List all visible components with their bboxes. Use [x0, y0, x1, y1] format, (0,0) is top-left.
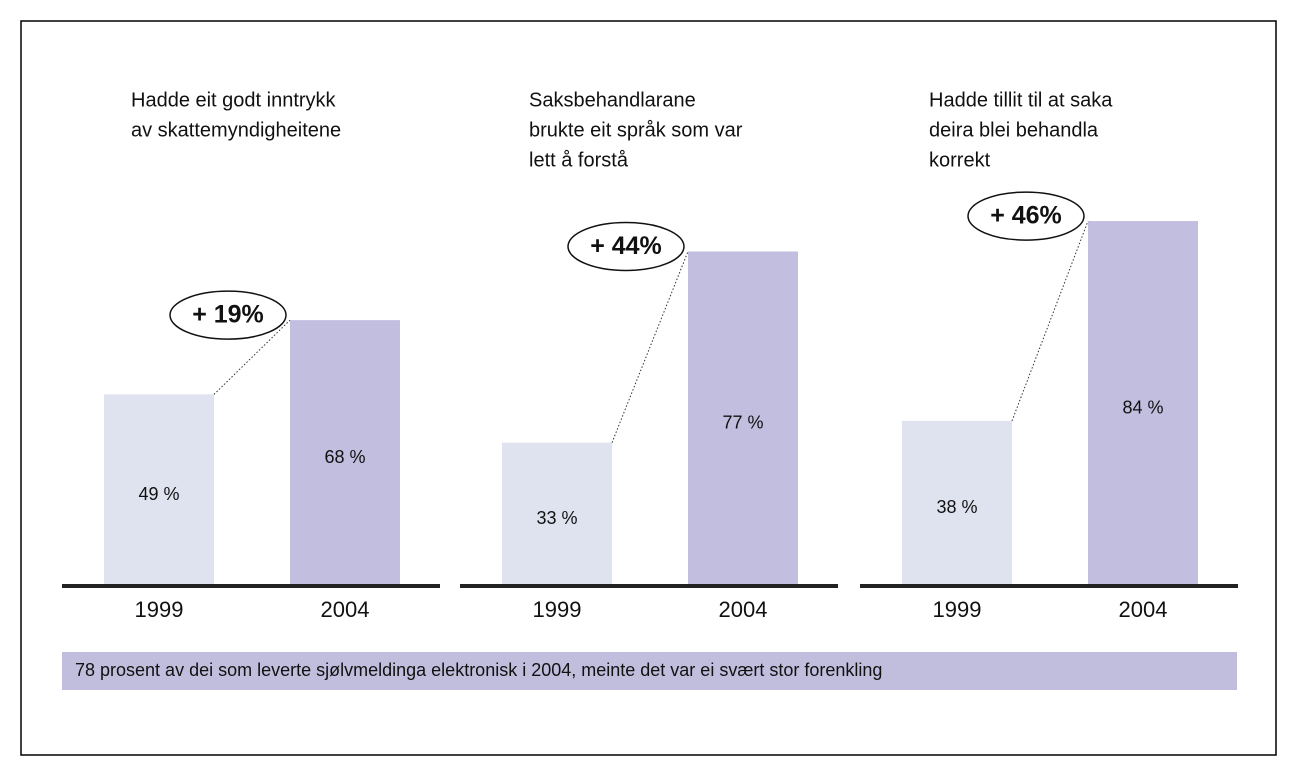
value-label: 33 %: [536, 508, 577, 528]
chart-title: Saksbehandlarane: [529, 89, 696, 111]
frame: [20, 20, 1277, 756]
bar: [290, 320, 400, 586]
footer-text: 78 prosent av dei som leverte sjølvmeldi…: [75, 660, 882, 680]
chart-title: av skattemyndigheitene: [131, 119, 341, 141]
annotation: + 19%: [192, 301, 264, 329]
footer-band: [62, 652, 1237, 690]
value-label: 77 %: [722, 412, 763, 432]
x-tick-label: 2004: [719, 597, 768, 622]
bar: [104, 394, 214, 586]
chart-title: Hadde eit godt inntrykk: [131, 89, 337, 111]
x-tick-label: 1999: [135, 597, 184, 622]
chart-title: deira blei behandla: [929, 119, 1099, 141]
x-tick-label: 2004: [1119, 597, 1168, 622]
value-label: 84 %: [1122, 397, 1163, 417]
bar: [1088, 221, 1198, 587]
bar: [902, 420, 1012, 586]
chart-title: Hadde tillit til at saka: [929, 89, 1113, 111]
x-tick-label: 2004: [321, 597, 370, 622]
connector: [1011, 220, 1089, 422]
x-tick-label: 1999: [933, 597, 982, 622]
connector: [213, 319, 291, 395]
annotation: + 46%: [990, 202, 1062, 230]
annotation-ellipse: [567, 221, 685, 272]
value-label: 49 %: [138, 484, 179, 504]
bar: [688, 251, 798, 586]
annotation: + 44%: [590, 232, 662, 260]
chart-title: korrekt: [929, 149, 991, 171]
annotation-ellipse: [169, 290, 287, 340]
value-label: 68 %: [324, 447, 365, 467]
chart-title: brukte eit språk som var: [529, 119, 743, 141]
value-label: 38 %: [936, 497, 977, 517]
connector: [611, 251, 689, 443]
x-tick-label: 1999: [533, 597, 582, 622]
annotation-ellipse: [967, 191, 1085, 241]
bar: [502, 442, 612, 586]
chart-title: lett å forstå: [529, 149, 629, 171]
